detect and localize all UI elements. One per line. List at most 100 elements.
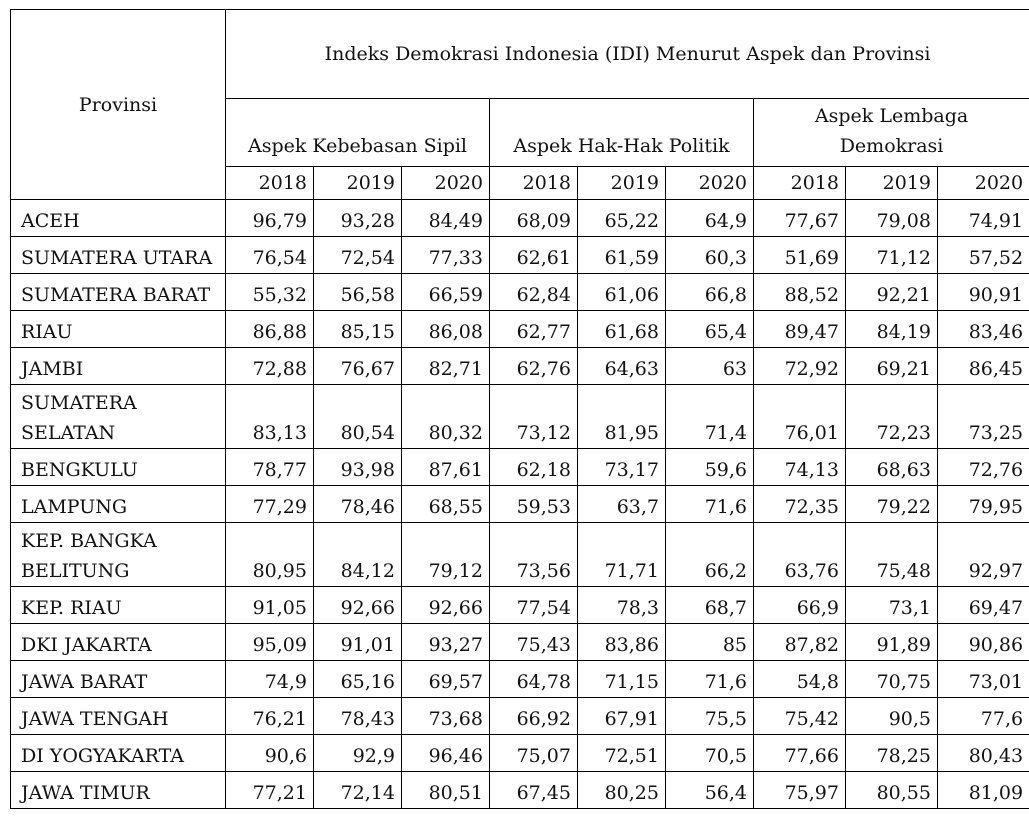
- index-value: 73,56: [489, 522, 578, 587]
- idi-table: Provinsi Indeks Demokrasi Indonesia (IDI…: [10, 9, 1029, 809]
- index-value: 77,54: [489, 586, 578, 624]
- index-value: 70,75: [845, 660, 938, 698]
- table-row: SUMATERA BARAT 55,32 56,58 66,59 62,84 61,06 6…: [10, 273, 1029, 311]
- index-value: 51,69: [753, 236, 846, 274]
- index-value: 68,63: [845, 448, 938, 486]
- index-value: 83,46: [936, 310, 1029, 348]
- index-value: 56,4: [665, 771, 754, 809]
- province-name: KEP. RIAU: [10, 586, 226, 624]
- index-value: 65,16: [313, 660, 402, 698]
- table-row: JAWA BARAT 74,9 65,16 69,57 64,78 71,15 71,6 54…: [10, 660, 1029, 698]
- table-row: JAMBI 72,88 76,67 82,71 62,76 64,63 63 72,92 69,…: [10, 347, 1029, 385]
- index-value: 80,55: [845, 771, 938, 809]
- index-value: 73,17: [577, 448, 666, 486]
- index-value: 69,47: [936, 586, 1029, 624]
- index-value: 63: [665, 347, 754, 385]
- index-value: 90,6: [225, 734, 314, 772]
- year-header: 2018: [225, 166, 314, 200]
- index-value: 74,91: [936, 199, 1029, 237]
- index-value: 76,01: [753, 384, 846, 449]
- index-value: 72,35: [753, 485, 846, 523]
- year-header: 2019: [313, 166, 402, 200]
- index-value: 93,28: [313, 199, 402, 237]
- index-value: 66,92: [489, 697, 578, 735]
- index-value: 72,51: [577, 734, 666, 772]
- index-value: 71,12: [845, 236, 938, 274]
- table-row: BENGKULU 78,77 93,98 87,61 62,18 73,17 59,6 74,…: [10, 448, 1029, 486]
- index-value: 60,3: [665, 236, 754, 274]
- index-value: 83,86: [577, 623, 666, 661]
- index-value: 71,6: [665, 485, 754, 523]
- index-value: 80,51: [401, 771, 490, 809]
- table-row: KEP. RIAU 91,05 92,66 92,66 77,54 78,3 68,7 66,…: [10, 586, 1029, 624]
- index-value: 69,21: [845, 347, 938, 385]
- index-value: 54,8: [753, 660, 846, 698]
- index-value: 64,9: [665, 199, 754, 237]
- index-value: 85,15: [313, 310, 402, 348]
- index-value: 59,6: [665, 448, 754, 486]
- index-value: 92,66: [313, 586, 402, 624]
- index-value: 65,4: [665, 310, 754, 348]
- table-row: LAMPUNG 77,29 78,46 68,55 59,53 63,7 71,6 72,35…: [10, 485, 1029, 523]
- index-value: 56,58: [313, 273, 402, 311]
- index-value: 87,61: [401, 448, 490, 486]
- index-value: 75,42: [753, 697, 846, 735]
- table-row: DKI JAKARTA 95,09 91,01 93,27 75,43 83,86 85 87…: [10, 623, 1029, 661]
- index-value: 76,54: [225, 236, 314, 274]
- index-value: 73,1: [845, 586, 938, 624]
- year-header: 2020: [936, 166, 1029, 200]
- province-name: SUMATERA SELATAN: [10, 384, 226, 449]
- index-value: 67,91: [577, 697, 666, 735]
- index-value: 71,6: [665, 660, 754, 698]
- province-name: JAWA TENGAH: [10, 697, 226, 735]
- province-name: KEP. BANGKA BELITUNG: [10, 522, 226, 587]
- index-value: 62,77: [489, 310, 578, 348]
- index-value: 83,13: [225, 384, 314, 449]
- index-value: 75,07: [489, 734, 578, 772]
- index-value: 67,45: [489, 771, 578, 809]
- index-value: 71,15: [577, 660, 666, 698]
- index-value: 86,88: [225, 310, 314, 348]
- index-value: 92,9: [313, 734, 402, 772]
- index-value: 66,59: [401, 273, 490, 311]
- index-value: 75,97: [753, 771, 846, 809]
- index-value: 86,08: [401, 310, 490, 348]
- index-value: 84,12: [313, 522, 402, 587]
- index-value: 68,7: [665, 586, 754, 624]
- index-value: 73,01: [936, 660, 1029, 698]
- index-value: 78,43: [313, 697, 402, 735]
- year-header: 2020: [401, 166, 490, 200]
- province-header: Provinsi: [10, 9, 226, 200]
- index-value: 80,32: [401, 384, 490, 449]
- province-name: JAWA BARAT: [10, 660, 226, 698]
- index-value: 75,5: [665, 697, 754, 735]
- table-row: SUMATERA SELATAN 83,13 80,54 80,32 73,12 81,9…: [10, 384, 1029, 449]
- province-name: RIAU: [10, 310, 226, 348]
- province-name: LAMPUNG: [10, 485, 226, 523]
- index-value: 68,55: [401, 485, 490, 523]
- province-name: SUMATERA UTARA: [10, 236, 226, 274]
- index-value: 95,09: [225, 623, 314, 661]
- index-value: 85: [665, 623, 754, 661]
- index-value: 81,09: [936, 771, 1029, 809]
- index-value: 90,91: [936, 273, 1029, 311]
- index-value: 72,88: [225, 347, 314, 385]
- aspect-header-lembaga-demokrasi: Aspek Lembaga Demokrasi: [752, 98, 1029, 167]
- province-name: DKI JAKARTA: [10, 623, 226, 661]
- index-value: 92,66: [401, 586, 490, 624]
- index-value: 78,46: [313, 485, 402, 523]
- index-value: 61,06: [577, 273, 666, 311]
- year-header: 2018: [489, 166, 578, 200]
- index-value: 89,47: [753, 310, 846, 348]
- index-value: 90,86: [936, 623, 1029, 661]
- province-name: JAWA TIMUR: [10, 771, 226, 809]
- index-value: 61,68: [577, 310, 666, 348]
- index-value: 80,43: [936, 734, 1029, 772]
- province-name: SUMATERA BARAT: [10, 273, 226, 311]
- index-value: 81,95: [577, 384, 666, 449]
- table-row: JAWA TENGAH 76,21 78,43 73,68 66,92 67,91 75,5…: [10, 697, 1029, 735]
- index-value: 91,89: [845, 623, 938, 661]
- index-value: 79,12: [401, 522, 490, 587]
- index-value: 79,22: [845, 485, 938, 523]
- index-value: 84,49: [401, 199, 490, 237]
